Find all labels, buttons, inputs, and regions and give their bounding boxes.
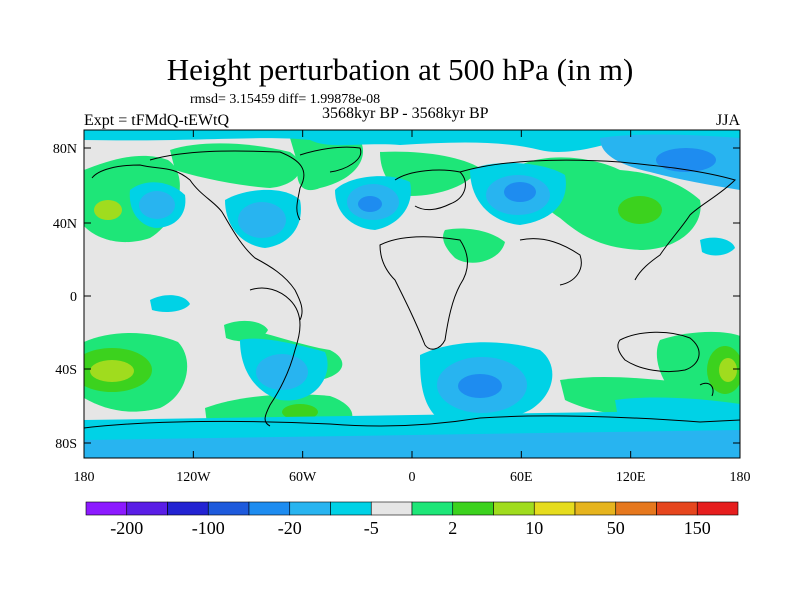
anomaly-core [358, 196, 382, 212]
longitude-axis: 180 120W 60W 0 60E 120E 180 [74, 130, 751, 485]
colorbar-label: -20 [278, 518, 302, 538]
longitude-tick-label: 60E [510, 470, 533, 485]
latitude-tick-label: 0 [70, 290, 77, 305]
colorbar-swatch [615, 501, 657, 516]
colorbar: -200 -100 -20 -5 2 10 50 150 [85, 501, 739, 538]
colorbar-label: 50 [607, 518, 625, 538]
colorbar-label: 150 [684, 518, 711, 538]
colorbar-label: 2 [448, 518, 457, 538]
colorbar-swatch [126, 501, 168, 516]
latitude-tick-label: 40S [55, 363, 77, 378]
period-label: 3568kyr BP - 3568kyr BP [322, 105, 489, 122]
latitude-tick-label: 40N [53, 217, 77, 232]
colorbar-swatch [493, 501, 535, 516]
colorbar-swatch [696, 501, 739, 516]
anomaly-core [618, 196, 662, 224]
longitude-tick-label: 120E [616, 470, 646, 485]
colorbar-swatch [289, 501, 331, 516]
colorbar-swatch [370, 501, 413, 516]
coastlines [84, 146, 740, 429]
latitude-tick-label: 80S [55, 437, 77, 452]
anomaly-core [656, 148, 716, 172]
stats-label: rmsd= 3.15459 diff= 1.99878e-08 [190, 92, 381, 107]
colorbar-label: -5 [364, 518, 379, 538]
latitude-axis: 80N 40N 0 40S 80S [53, 142, 740, 452]
anomaly-region [170, 143, 301, 188]
anomaly-region [150, 295, 190, 312]
colorbar-swatch [248, 501, 291, 516]
colorbar-swatch [167, 501, 209, 516]
colorbar-label: -100 [192, 518, 225, 538]
longitude-tick-label: 180 [730, 470, 751, 485]
longitude-tick-label: 180 [74, 470, 95, 485]
anomaly-core [458, 374, 502, 398]
longitude-tick-label: 0 [409, 470, 416, 485]
colorbar-swatch [411, 501, 454, 516]
colorbar-swatch [85, 501, 128, 516]
anomaly-core [282, 404, 318, 420]
longitude-tick-label: 120W [176, 470, 211, 485]
longitude-tick-label: 60W [289, 470, 317, 485]
anomaly-region [443, 228, 505, 263]
colorbar-swatch [574, 501, 617, 516]
colorbar-label: -200 [110, 518, 143, 538]
colorbar-swatch [452, 501, 494, 516]
anomaly-region [84, 430, 740, 458]
anomaly-core [139, 191, 175, 219]
experiment-label: Expt = tFMdQ-tEWtQ [84, 112, 230, 129]
anomaly-region [700, 237, 735, 256]
season-label: JJA [716, 112, 741, 129]
colorbar-swatch [330, 501, 372, 516]
anomaly-core [719, 358, 737, 382]
latitude-tick-label: 80N [53, 142, 77, 157]
colorbar-swatch [656, 501, 698, 516]
colorbar-swatch [533, 501, 576, 516]
anomaly-core [94, 200, 122, 220]
colorbar-label: 10 [525, 518, 543, 538]
anomaly-core [238, 202, 286, 238]
anomaly-core [256, 354, 308, 390]
anomaly-field [84, 130, 740, 458]
anomaly-core [90, 360, 134, 382]
plot-title: Height perturbation at 500 hPa (in m) [166, 52, 634, 87]
anomaly-region [84, 130, 740, 152]
anomaly-core [504, 182, 536, 202]
colorbar-swatch [207, 501, 250, 516]
